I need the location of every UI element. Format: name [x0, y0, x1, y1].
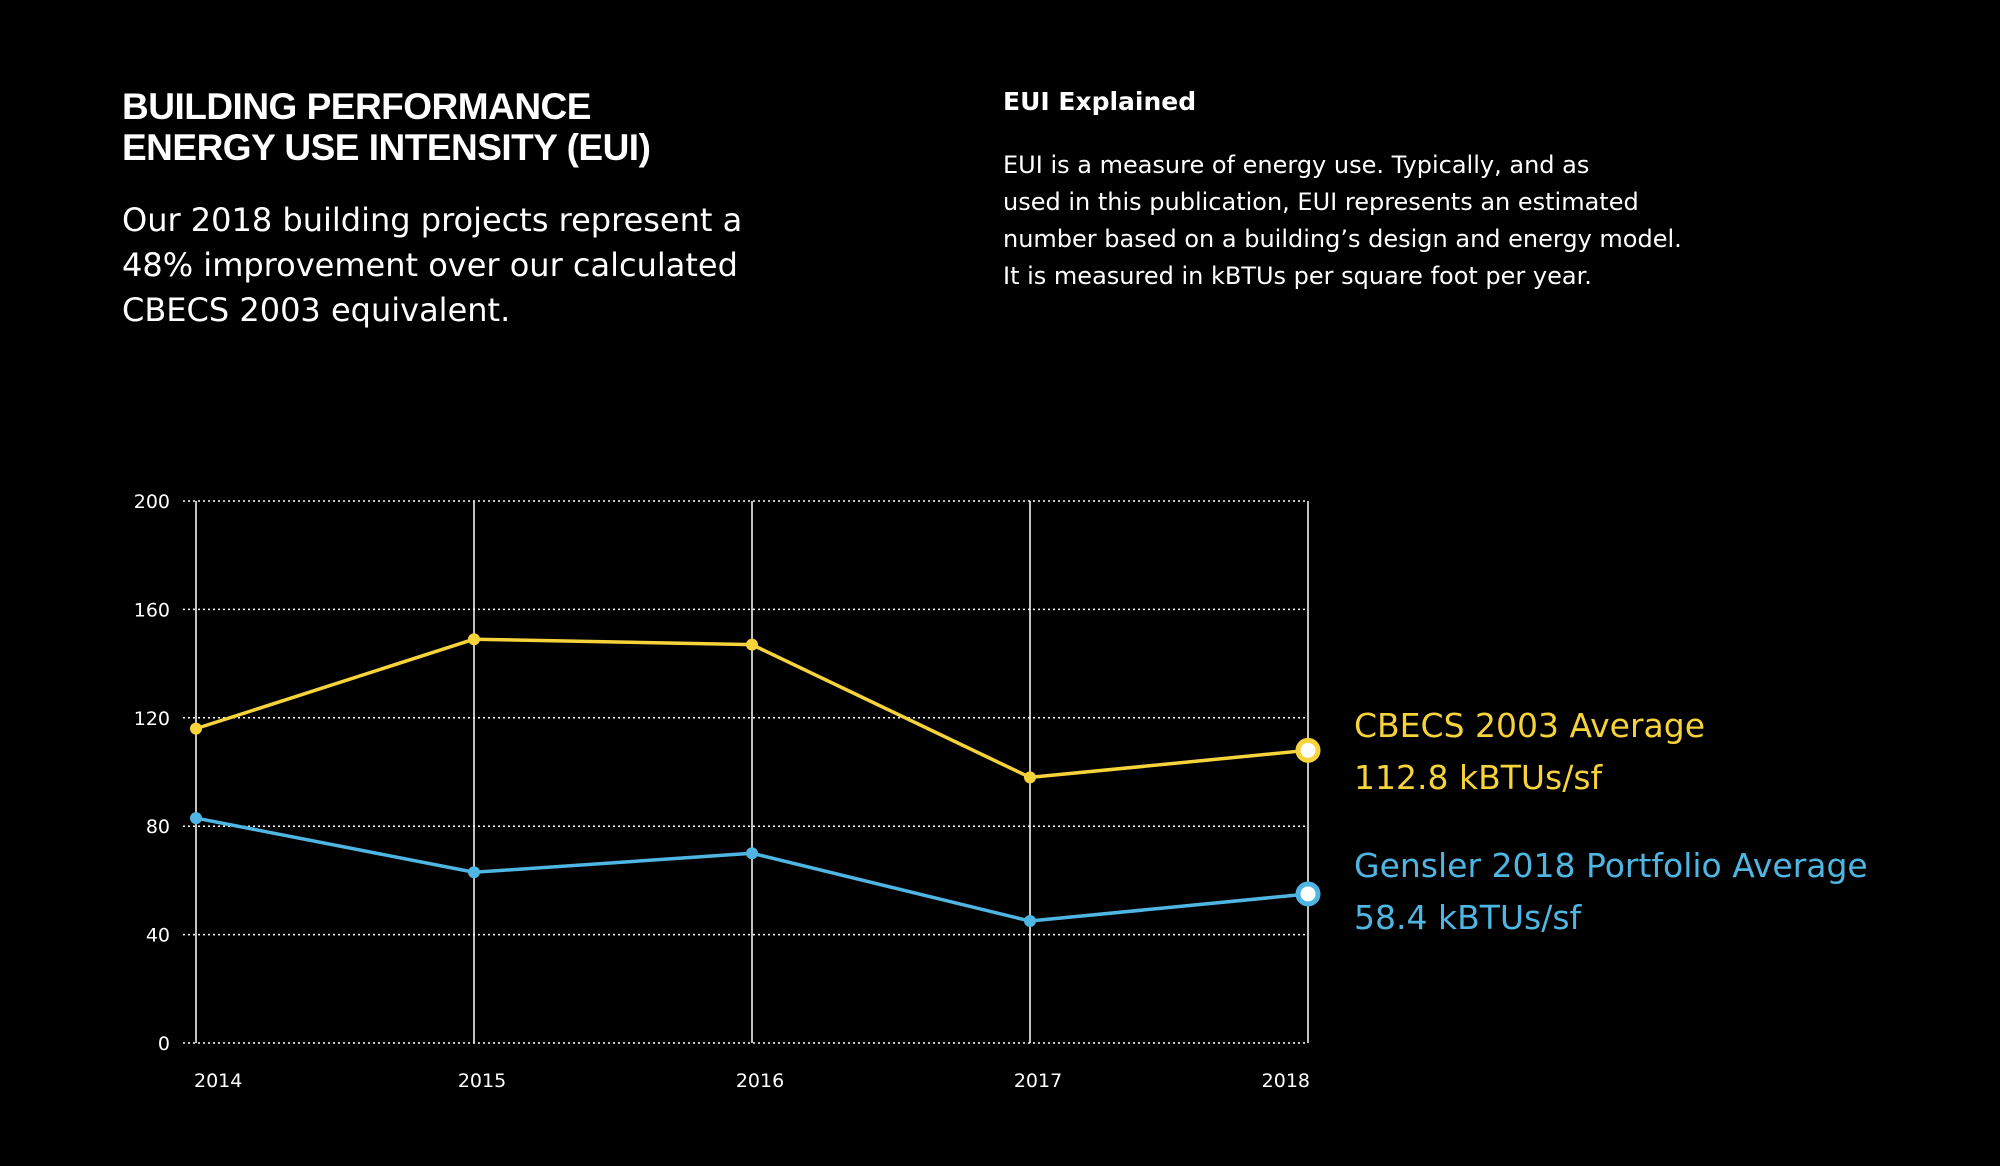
data-point-gensler: [468, 866, 480, 879]
y-tick-label: 80: [146, 816, 170, 838]
legend-cbecs: CBECS 2003 Average 112.8 kBTUs/sf: [1354, 700, 1705, 804]
legend-gensler-name: Gensler 2018 Portfolio Average: [1354, 846, 1868, 885]
data-point-gensler: [1024, 915, 1036, 928]
explainer-line: number based on a building’s design and …: [1003, 225, 1682, 253]
data-point-gensler: [190, 812, 202, 825]
y-tick-label: 160: [134, 599, 170, 621]
y-tick-label: 40: [146, 925, 170, 947]
explainer-heading: EUI Explained: [1003, 87, 1197, 116]
explainer-line: It is measured in kBTUs per square foot …: [1003, 262, 1592, 290]
x-tick-label: 2014: [194, 1070, 242, 1092]
y-tick-label: 120: [134, 708, 170, 730]
y-tick-label: 0: [158, 1033, 170, 1055]
x-tick-label: 2016: [736, 1070, 784, 1092]
summary-text: Our 2018 building projects represent a 4…: [122, 201, 743, 329]
legend-gensler: Gensler 2018 Portfolio Average 58.4 kBTU…: [1354, 840, 1868, 944]
x-tick-label: 2017: [1014, 1070, 1062, 1092]
explainer-line: used in this publication, EUI represents…: [1003, 188, 1639, 216]
data-point-gensler: [746, 847, 758, 860]
page-title: BUILDING PERFORMANCE ENERGY USE INTENSIT…: [122, 86, 651, 168]
y-tick-label: 200: [134, 491, 170, 513]
title-line-1: BUILDING PERFORMANCE: [122, 86, 591, 127]
legend-cbecs-name: CBECS 2003 Average: [1354, 706, 1705, 745]
legend-gensler-value: 58.4 kBTUs/sf: [1354, 898, 1582, 937]
data-point-cbecs: [190, 722, 202, 735]
data-point-cbecs-end: [1295, 737, 1321, 763]
x-tick-label: 2015: [458, 1070, 506, 1092]
data-point-cbecs: [468, 633, 480, 646]
legend-cbecs-value: 112.8 kBTUs/sf: [1354, 758, 1603, 797]
explainer-line: EUI is a measure of energy use. Typicall…: [1003, 151, 1590, 179]
x-tick-label: 2018: [1262, 1070, 1310, 1092]
data-point-gensler-end: [1295, 881, 1321, 907]
title-line-2: ENERGY USE INTENSITY (EUI): [122, 127, 651, 168]
explainer-body: EUI is a measure of energy use. Typicall…: [1003, 147, 1743, 295]
data-point-cbecs: [1024, 771, 1036, 784]
data-point-cbecs: [746, 638, 758, 651]
